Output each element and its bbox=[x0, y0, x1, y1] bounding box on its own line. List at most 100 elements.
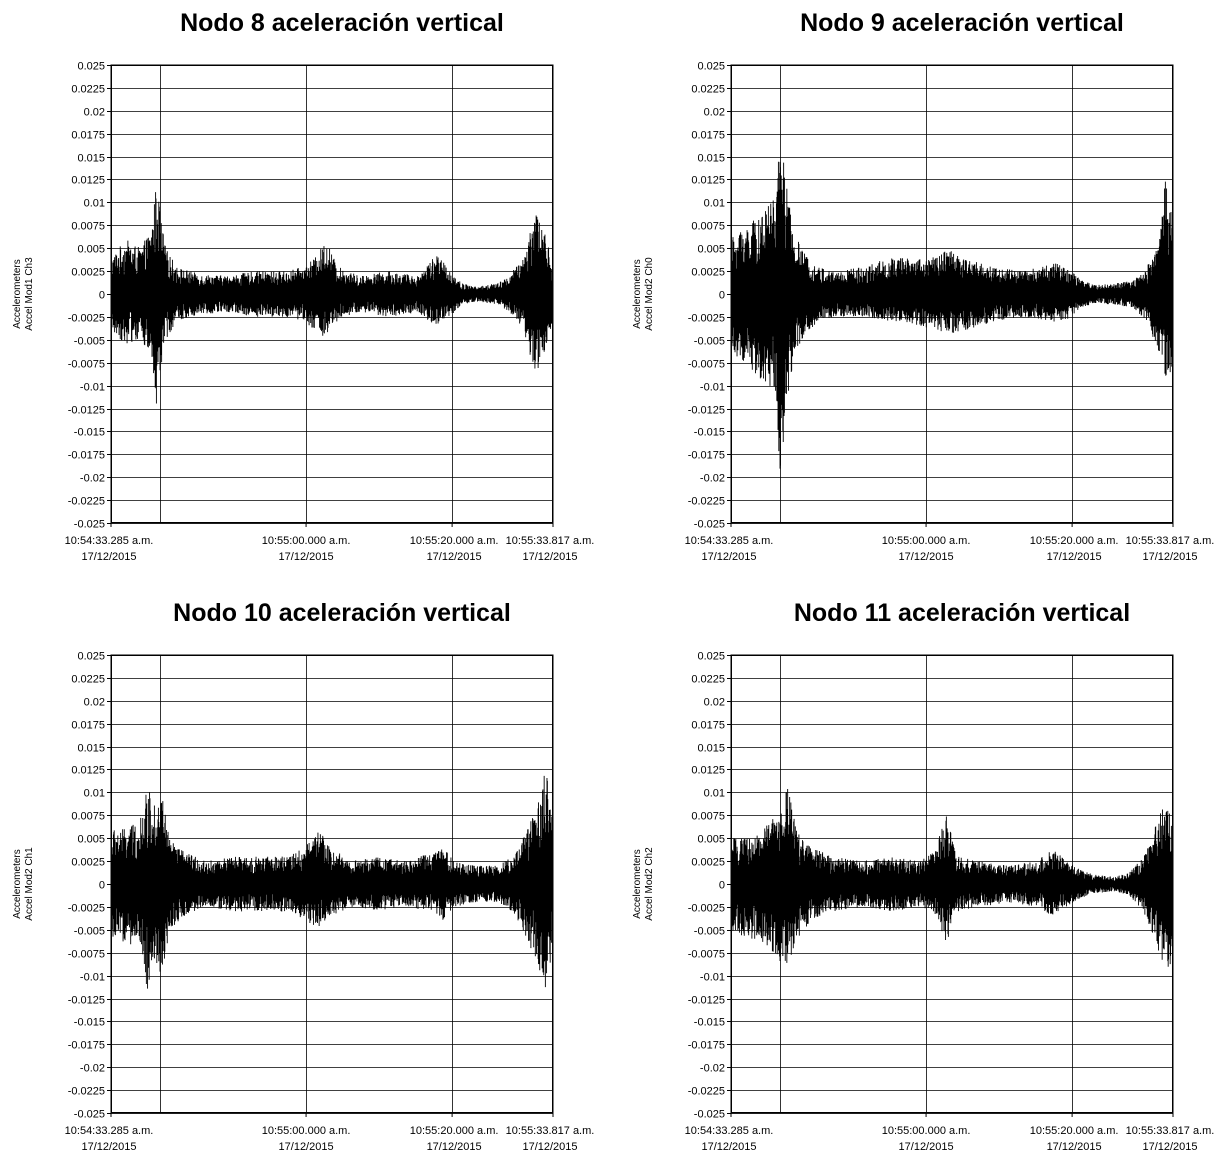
y-tick-label: -0.0125 bbox=[688, 405, 725, 417]
y-axis-label-line2: Accel Mod2 Ch1 bbox=[24, 847, 35, 921]
y-axis-label-line1: Accelerometers bbox=[12, 259, 23, 328]
y-tick-label: -0.0175 bbox=[688, 1040, 725, 1052]
y-tick-label: -0.005 bbox=[74, 926, 105, 938]
y-tick-label: -0.005 bbox=[694, 336, 725, 348]
y-tick-label: -0.0175 bbox=[688, 450, 725, 462]
y-tick-label: 0.0025 bbox=[691, 857, 725, 869]
chart-svg: Nodo 8 aceleración vertical 0.025 0.0225 0.… bbox=[12, 9, 595, 563]
y-tick-label: -0.02 bbox=[700, 473, 725, 485]
y-tick-label: 0.025 bbox=[77, 61, 105, 73]
y-tick-label: -0.0025 bbox=[688, 313, 725, 325]
y-tick-label: -0.015 bbox=[74, 427, 105, 439]
x-tick-label-date: 17/12/2015 bbox=[427, 1141, 482, 1153]
y-tick-label: 0.0125 bbox=[691, 175, 725, 187]
y-tick-label: 0.025 bbox=[77, 651, 105, 663]
y-tick-label: -0.02 bbox=[80, 1063, 105, 1075]
x-tick-label-date: 17/12/2015 bbox=[899, 1141, 954, 1153]
chart-panel-nodo-11: Nodo 11 aceleración vertical 0.025 0.0225 0… bbox=[620, 590, 1226, 1166]
y-tick-label: -0.0225 bbox=[68, 496, 105, 508]
y-tick-label: 0 bbox=[719, 880, 725, 892]
y-tick-label: 0.0075 bbox=[691, 811, 725, 823]
x-tick-label-date: 17/12/2015 bbox=[81, 1141, 136, 1153]
x-tick-label-date: 17/12/2015 bbox=[899, 551, 954, 563]
y-tick-label: -0.02 bbox=[700, 1063, 725, 1075]
y-tick-label: -0.025 bbox=[74, 1109, 105, 1121]
chart-panel-nodo-8: Nodo 8 aceleración vertical 0.025 0.0225 0.… bbox=[0, 0, 613, 576]
y-axis-label-line1: Accelerometers bbox=[12, 849, 23, 918]
y-tick-label: 0 bbox=[99, 290, 105, 302]
y-tick-label: -0.0075 bbox=[688, 359, 725, 371]
y-tick-label: 0.005 bbox=[697, 834, 725, 846]
y-tick-label: 0.015 bbox=[697, 153, 725, 165]
x-tick-label-time: 10:55:33.817 a.m. bbox=[506, 1125, 595, 1137]
x-tick-label-time: 10:55:00.000 a.m. bbox=[882, 1125, 971, 1137]
x-tick-label-time: 10:55:33.817 a.m. bbox=[1126, 535, 1215, 547]
y-tick-label: -0.025 bbox=[74, 519, 105, 531]
x-tick-label-date: 17/12/2015 bbox=[701, 1141, 756, 1153]
chart-title: Nodo 11 aceleración vertical bbox=[794, 599, 1130, 627]
x-tick-label-time: 10:55:00.000 a.m. bbox=[262, 535, 351, 547]
chart-title: Nodo 10 aceleración vertical bbox=[173, 599, 511, 627]
x-tick-label-date: 17/12/2015 bbox=[522, 1141, 577, 1153]
y-tick-label: -0.015 bbox=[694, 1017, 725, 1029]
y-tick-label: -0.0125 bbox=[688, 995, 725, 1007]
y-tick-label: 0.0175 bbox=[71, 720, 105, 732]
y-tick-label: 0.0125 bbox=[691, 765, 725, 777]
y-axis-label-line2: Accel Mod1 Ch3 bbox=[24, 257, 35, 331]
y-axis-label-line1: Accelerometers bbox=[632, 259, 643, 328]
y-tick-label: 0.005 bbox=[77, 834, 105, 846]
chart-panel-nodo-10: Nodo 10 aceleración vertical 0.025 0.0225 0… bbox=[0, 590, 613, 1166]
y-tick-label: -0.01 bbox=[80, 382, 105, 394]
chart-panel-nodo-9: Nodo 9 aceleración vertical 0.025 0.0225 0.… bbox=[620, 0, 1226, 576]
y-tick-label: 0.0025 bbox=[71, 267, 105, 279]
y-tick-label: 0.015 bbox=[697, 743, 725, 755]
y-tick-label: 0.0175 bbox=[71, 130, 105, 142]
chart-svg: Nodo 9 aceleración vertical 0.025 0.0225 0.… bbox=[632, 9, 1215, 563]
x-tick-label-time: 10:55:33.817 a.m. bbox=[506, 535, 595, 547]
x-tick-label-date: 17/12/2015 bbox=[522, 551, 577, 563]
x-tick-label-date: 17/12/2015 bbox=[701, 551, 756, 563]
y-tick-label: 0.005 bbox=[697, 244, 725, 256]
x-tick-label-date: 17/12/2015 bbox=[1047, 1141, 1102, 1153]
y-tick-label: 0.0225 bbox=[71, 84, 105, 96]
y-tick-label: -0.01 bbox=[700, 972, 725, 984]
y-tick-label: 0.0225 bbox=[691, 84, 725, 96]
y-tick-label: -0.0225 bbox=[688, 496, 725, 508]
x-tick-label-date: 17/12/2015 bbox=[279, 551, 334, 563]
plot-border bbox=[731, 65, 1173, 523]
x-tick-label-date: 17/12/2015 bbox=[427, 551, 482, 563]
chart-svg: Nodo 10 aceleración vertical 0.025 0.0225 0… bbox=[12, 599, 595, 1153]
y-tick-label: 0.0175 bbox=[691, 720, 725, 732]
y-tick-label: -0.0025 bbox=[68, 903, 105, 915]
y-tick-label: 0.01 bbox=[84, 198, 105, 210]
y-tick-label: -0.01 bbox=[700, 382, 725, 394]
y-tick-label: -0.0025 bbox=[688, 903, 725, 915]
y-tick-label: -0.0175 bbox=[68, 450, 105, 462]
x-tick-label-time: 10:55:20.000 a.m. bbox=[1030, 535, 1119, 547]
y-tick-label: -0.0075 bbox=[68, 359, 105, 371]
y-tick-label: 0.0025 bbox=[691, 267, 725, 279]
y-tick-label: 0 bbox=[719, 290, 725, 302]
plot-border bbox=[111, 65, 553, 523]
y-tick-label: 0.02 bbox=[84, 107, 105, 119]
y-tick-label: 0.0125 bbox=[71, 175, 105, 187]
y-tick-label: -0.0075 bbox=[688, 949, 725, 961]
x-tick-label-date: 17/12/2015 bbox=[279, 1141, 334, 1153]
y-tick-label: 0.0075 bbox=[71, 221, 105, 233]
y-tick-label: 0.01 bbox=[704, 788, 725, 800]
chart-title: Nodo 8 aceleración vertical bbox=[180, 9, 504, 37]
y-tick-label: -0.0125 bbox=[68, 995, 105, 1007]
y-tick-label: -0.01 bbox=[80, 972, 105, 984]
y-tick-label: -0.015 bbox=[74, 1017, 105, 1029]
y-tick-label: 0.025 bbox=[697, 651, 725, 663]
y-tick-label: 0.0075 bbox=[71, 811, 105, 823]
y-tick-label: -0.0225 bbox=[688, 1086, 725, 1098]
y-tick-label: 0.005 bbox=[77, 244, 105, 256]
y-tick-label: -0.0175 bbox=[68, 1040, 105, 1052]
y-tick-label: -0.025 bbox=[694, 1109, 725, 1121]
x-tick-label-date: 17/12/2015 bbox=[1047, 551, 1102, 563]
chart-title: Nodo 9 aceleración vertical bbox=[800, 9, 1124, 37]
y-tick-label: -0.0225 bbox=[68, 1086, 105, 1098]
y-tick-label: -0.02 bbox=[80, 473, 105, 485]
x-tick-label-time: 10:54:33.285 a.m. bbox=[65, 535, 154, 547]
